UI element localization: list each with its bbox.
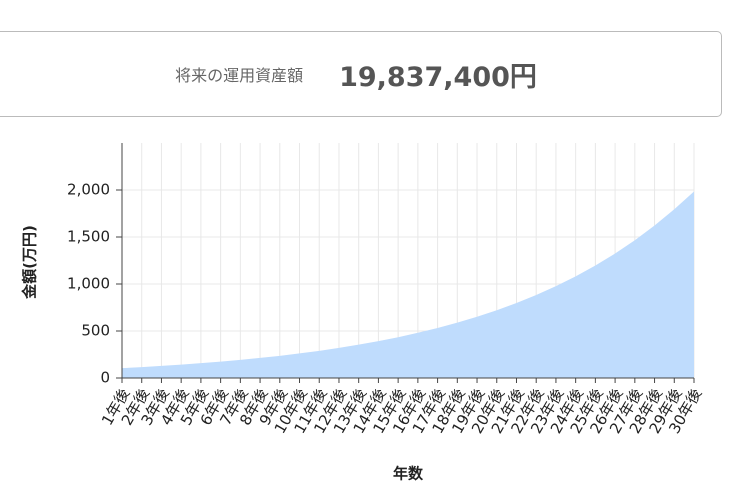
result-value: 19,837,400円 <box>339 61 537 93</box>
result-label: 将来の運用資産額 <box>175 66 304 85</box>
y-axis-title: 金額(万円) <box>21 225 39 300</box>
x-axis-title: 年数 <box>393 465 424 483</box>
y-tick-label: 0 <box>100 369 110 387</box>
area <box>122 191 694 378</box>
y-tick-label: 1,500 <box>67 228 110 246</box>
y-tick-label: 1,000 <box>67 275 110 293</box>
y-tick-label: 2,000 <box>67 181 110 199</box>
result-box: 将来の運用資産額 19,837,400円 <box>0 31 722 117</box>
y-tick-label: 500 <box>81 322 110 340</box>
